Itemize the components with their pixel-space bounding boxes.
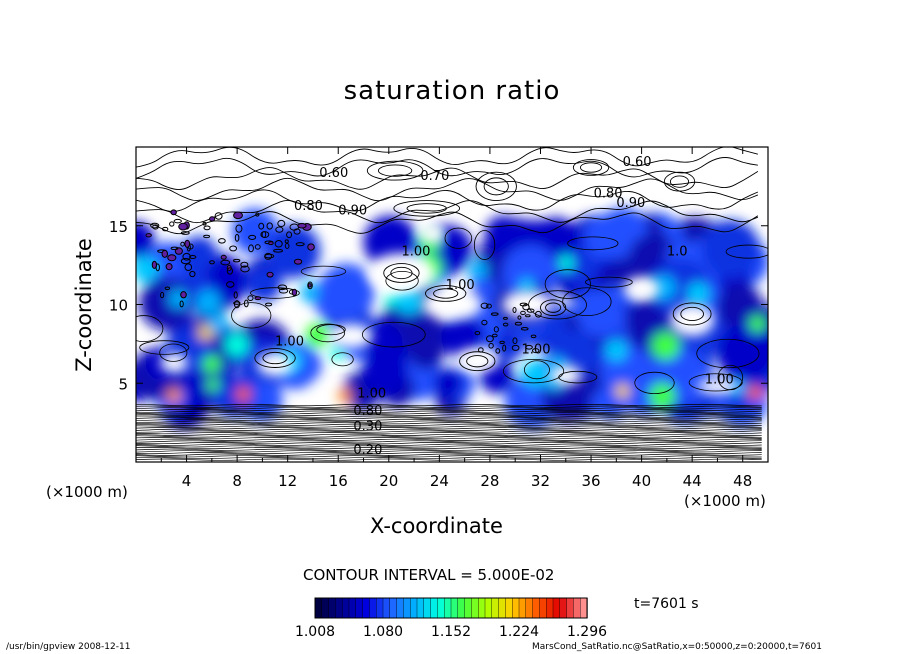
colorbar-segment	[444, 597, 452, 619]
contour-label: 0.60	[623, 155, 652, 170]
colorbar-segment	[471, 597, 479, 619]
colorbar-segment	[484, 597, 493, 619]
contour-label: 0.90	[616, 196, 645, 211]
x-tick-label: 28	[480, 472, 499, 490]
colorbar-segment	[437, 597, 445, 619]
footer-right: MarsCond_SatRatio.nc@SatRatio,x=0:50000,…	[532, 642, 822, 652]
x-unit-right: (×1000 m)	[684, 492, 766, 510]
colorbar-tick-label: 1.224	[499, 624, 539, 640]
contour-label: 1.00	[275, 334, 304, 349]
x-tick-label: 44	[683, 472, 702, 490]
y-tick-label: 10	[109, 297, 128, 315]
x-unit-left: (×1000 m)	[46, 483, 128, 501]
contour-labels: 0.60 0.700.600.80 0.900.800.901.001.001.01…	[275, 155, 734, 458]
contour-label: 1.0	[667, 245, 688, 260]
y-axis: 5 10 15	[109, 218, 768, 393]
x-tick-label: 20	[379, 472, 398, 490]
colorbar-segment	[478, 597, 486, 619]
colorbar-segment	[525, 597, 534, 619]
colorbar: 1.008 1.080 1.152 1.224 1.296	[295, 597, 607, 640]
colorbar-segment	[342, 597, 350, 619]
x-axis: 4 8 12 16 20 24 28 32 36 40 44 48	[160, 147, 752, 490]
contour-label: 0.30	[353, 420, 382, 435]
x-tick-label: 12	[278, 472, 297, 490]
colorbar-segment	[580, 597, 588, 619]
x-tick-label: 32	[531, 472, 550, 490]
colorbar-segment	[566, 597, 575, 619]
colorbar-segment	[505, 597, 513, 619]
x-tick-label: 40	[632, 472, 651, 490]
colorbar-tick-label: 1.008	[295, 624, 335, 640]
colorbar-segment	[532, 597, 541, 619]
chart-title: saturation ratio	[343, 76, 561, 106]
colorbar-segment	[512, 597, 520, 619]
y-tick-label: 15	[109, 218, 128, 236]
colorbar-segment	[410, 597, 418, 619]
colorbar-segment	[423, 597, 432, 619]
contour-label: 0.80	[594, 186, 623, 201]
colorbar-segment	[559, 597, 568, 619]
contour-label: 1.00	[705, 372, 734, 387]
contour-interval: CONTOUR INTERVAL = 5.000E-02	[303, 566, 555, 584]
x-tick-label: 24	[430, 472, 449, 490]
colorbar-segment	[396, 597, 405, 619]
colorbar-segment	[321, 597, 330, 619]
colorbar-segment	[335, 597, 343, 619]
contour-label: 0.20	[353, 443, 382, 458]
colorbar-segment	[416, 597, 425, 619]
contour-label: 0.60	[319, 166, 348, 181]
y-tick-label: 5	[118, 375, 128, 393]
contour-label: 1.00	[401, 245, 430, 260]
x-tick-label: 4	[182, 472, 192, 490]
colorbar-segment	[498, 597, 507, 619]
colorbar-segment	[546, 597, 554, 619]
x-tick-label: 48	[733, 472, 752, 490]
colorbar-segment	[457, 597, 466, 619]
colorbar-segment	[382, 597, 391, 619]
colorbar-segment	[348, 597, 357, 619]
colorbar-segment	[362, 597, 371, 619]
contour-label: 0.70	[420, 169, 449, 184]
contour-label: 0.80	[294, 199, 323, 214]
colorbar-segment	[539, 597, 547, 619]
contour-label: 1.00	[522, 342, 551, 357]
x-axis-label: X-coordinate	[370, 514, 503, 538]
colorbar-segment	[369, 597, 377, 619]
colorbar-segment	[376, 597, 384, 619]
colorbar-segment	[355, 597, 364, 619]
contour-label: 0.80	[353, 404, 382, 419]
colorbar-frame	[314, 597, 588, 619]
colorbar-segment	[314, 597, 323, 619]
footer-left: /usr/bin/gpview 2008-12-11	[6, 642, 131, 652]
colorbar-segment	[573, 597, 581, 619]
colorbar-segment	[552, 597, 561, 619]
colorbar-tick-label: 1.296	[567, 624, 607, 640]
colorbar-segment	[403, 597, 411, 619]
contour-lines	[136, 147, 768, 461]
y-axis-label: Z-coordinate	[72, 238, 96, 372]
x-tick-label: 36	[581, 472, 600, 490]
colorbar-segment	[518, 597, 527, 619]
colorbar-segment	[328, 597, 337, 619]
contour-label: 1.00	[446, 278, 475, 293]
colorbar-segment	[389, 597, 398, 619]
colorbar-tick-label: 1.152	[431, 624, 471, 640]
time-label: t=7601 s	[634, 596, 699, 612]
x-tick-label: 16	[329, 472, 348, 490]
x-tick-label: 8	[232, 472, 242, 490]
contour-label: 1.00	[357, 386, 386, 401]
colorbar-segment	[491, 597, 500, 619]
colorbar-segment	[464, 597, 473, 619]
contour-label: 0.90	[338, 204, 367, 219]
colorbar-segment	[450, 597, 459, 619]
colorbar-tick-label: 1.080	[363, 624, 403, 640]
colorbar-segment	[430, 597, 439, 619]
